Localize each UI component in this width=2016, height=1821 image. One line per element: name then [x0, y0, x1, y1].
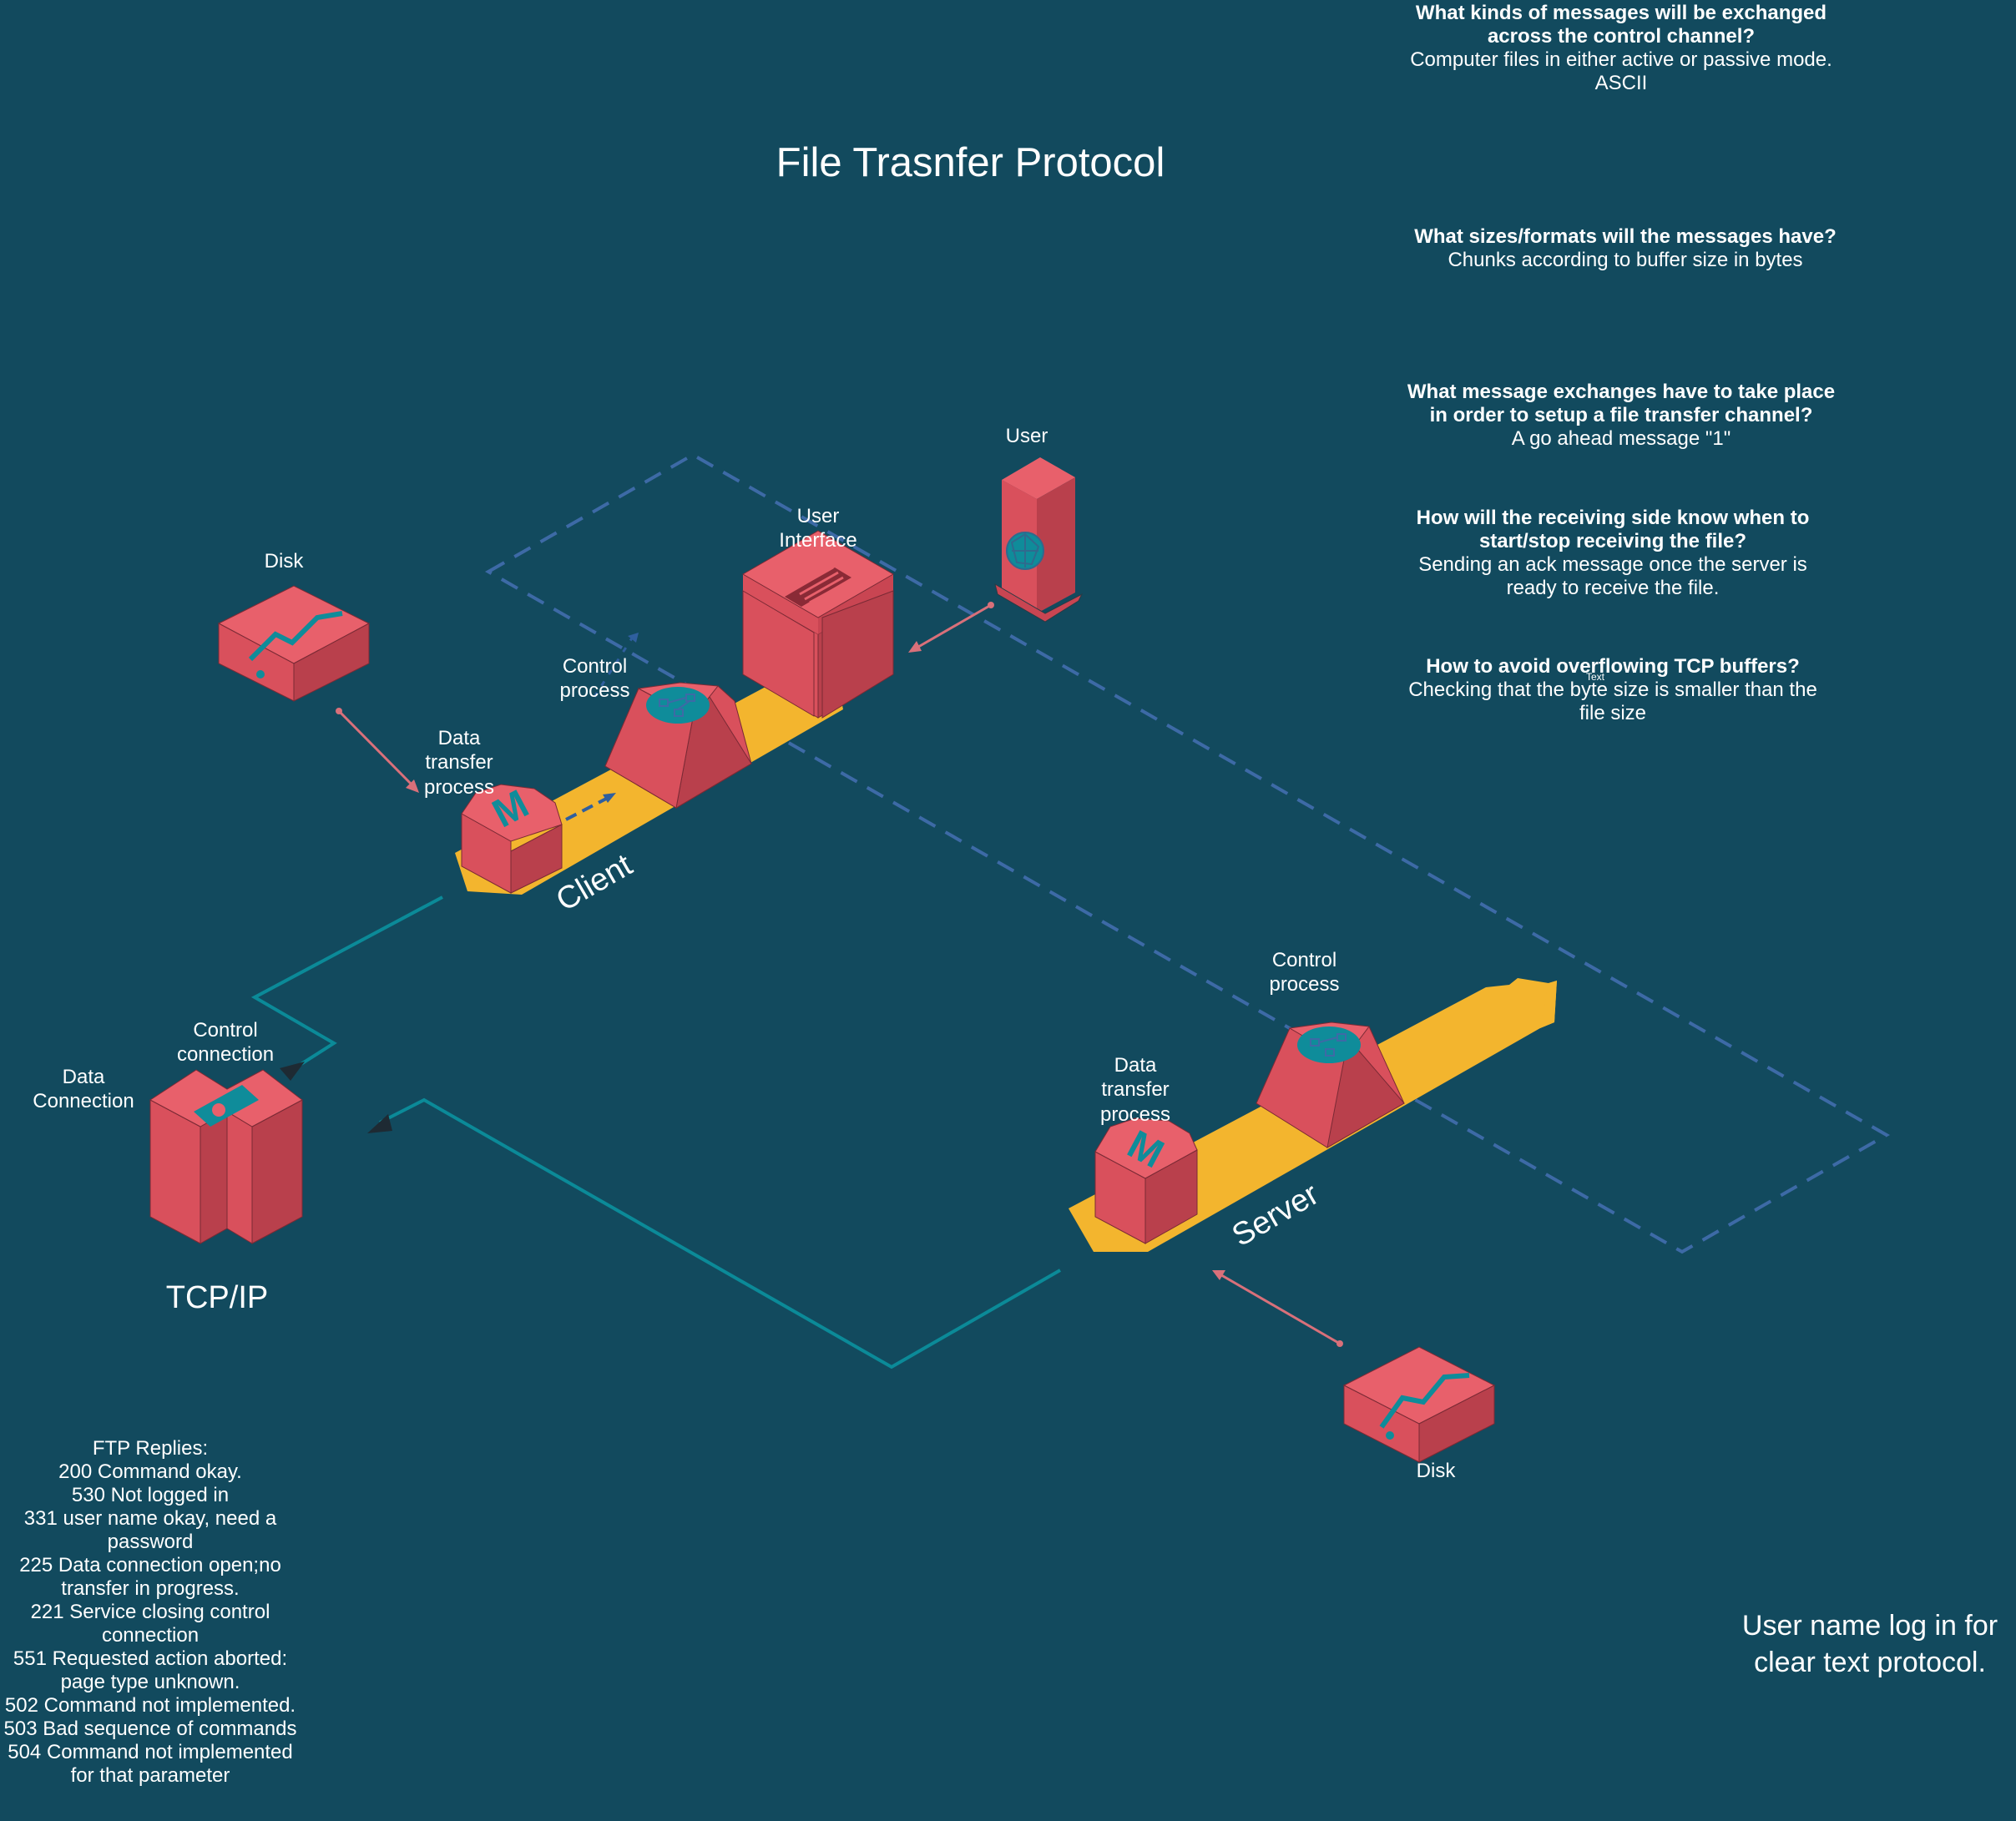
- list-icon: [794, 566, 847, 604]
- ftp-replies-list: FTP Replies: 200 Command okay. 530 Not l…: [3, 1437, 297, 1787]
- control-process-server-label: Control process: [1269, 949, 1340, 996]
- qa-block-2: What sizes/formats will the messages hav…: [1414, 225, 1837, 271]
- user-label: User: [1005, 425, 1048, 447]
- control-channel-dashed-region: [484, 452, 1891, 1254]
- user-device: [994, 457, 1084, 623]
- control-process-client-label: Control process: [559, 655, 630, 703]
- tiny-text-label: Text: [1586, 671, 1605, 683]
- user-to-ui-arrow: [908, 602, 994, 653]
- data-connection-label: Data Connection: [33, 1066, 134, 1113]
- globe-icon: [1006, 532, 1044, 570]
- data-transfer-server-label: Data transfer process: [1099, 1054, 1171, 1126]
- disk-server-label: Disk: [1416, 1460, 1456, 1482]
- client-control-process-block: [604, 682, 752, 809]
- tcpip-block: [149, 1069, 303, 1244]
- tcpip-label: TCP/IP: [165, 1280, 269, 1315]
- disk-client-label: Disk: [264, 550, 304, 573]
- client-disk-block: [217, 585, 371, 702]
- server-control-process-network-icon: [1297, 1027, 1361, 1063]
- server-disk-block: [1342, 1346, 1496, 1463]
- disk-to-dtp-arrow: [336, 708, 419, 793]
- client-control-process-network-icon: [646, 687, 710, 724]
- dtp-to-cp-dashed-arrow: [565, 795, 610, 821]
- qa-block-3: What message exchanges have to take plac…: [1407, 381, 1836, 450]
- server-dtp-block: M: [1094, 1117, 1198, 1244]
- disk-to-server-dtp-arrow: [1212, 1270, 1343, 1347]
- qa-block-5: How to avoid overflowing TCP buffers? Ch…: [1408, 655, 1817, 724]
- data-connection-arrowhead: [367, 1114, 392, 1133]
- data-connection-line: [379, 1097, 1061, 1370]
- server-disk-icon: [1379, 1373, 1470, 1440]
- gear-document-icon: [194, 1085, 259, 1127]
- page-title: File Trasnfer Protocol: [776, 140, 1165, 185]
- control-connection-line: [250, 895, 443, 1074]
- control-connection-arrowhead: [280, 1062, 305, 1081]
- dashed-arrowhead-2: [628, 633, 639, 643]
- data-transfer-client-label: Data transfer process: [423, 727, 495, 799]
- client-disk-icon: [248, 611, 343, 678]
- qa-block-4: How will the receiving side know when to…: [1416, 507, 1810, 599]
- clear-text-note: User name log in for clear text protocol…: [1741, 1610, 1998, 1678]
- user-interface-block: [742, 530, 894, 719]
- client-dtp-block: M: [461, 782, 563, 894]
- user-interface-label: User Interface: [779, 505, 857, 552]
- qa-block-1: What kinds of messages will be exchanged…: [1410, 2, 1832, 94]
- control-connection-label: Control connection: [176, 1019, 275, 1067]
- server-control-process-block: [1256, 1021, 1405, 1148]
- dashed-arrowhead-1: [603, 793, 616, 803]
